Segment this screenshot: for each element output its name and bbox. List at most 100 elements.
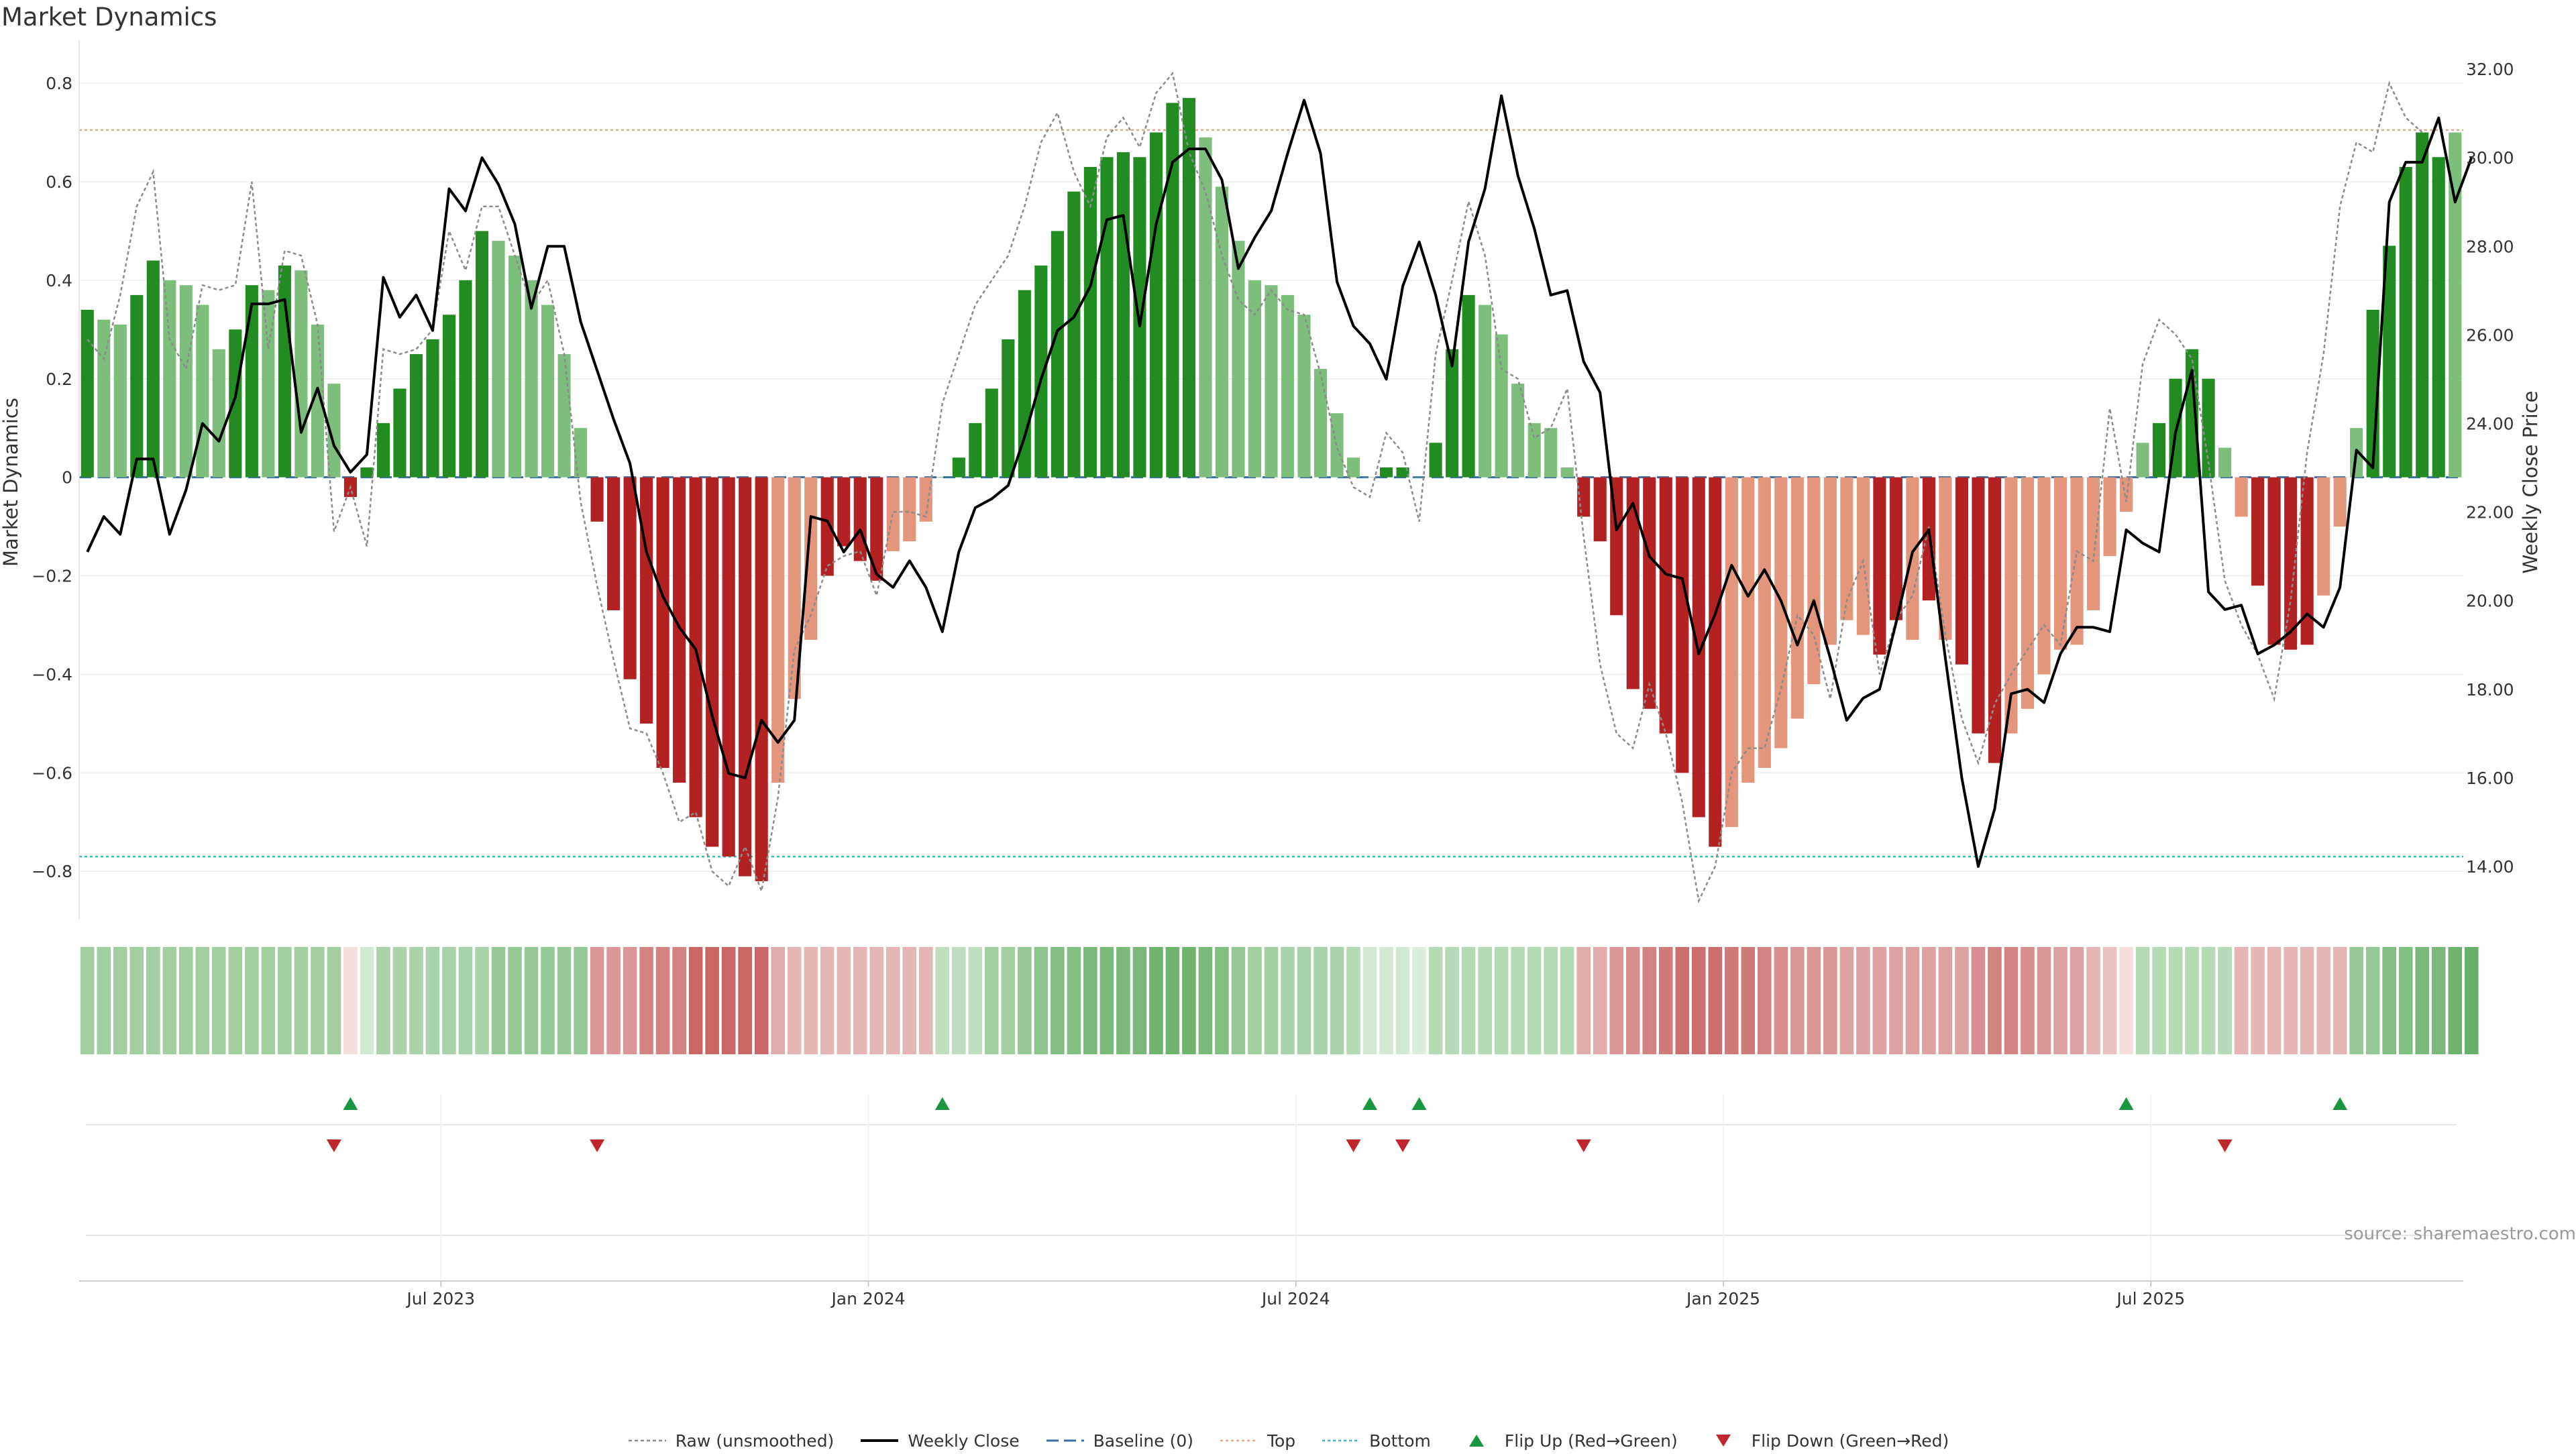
- flip-down-marker: [1346, 1139, 1361, 1152]
- heat-cell: [1281, 947, 1295, 1054]
- close-line: [86, 94, 2473, 868]
- bottom-swatch: [1322, 1439, 1360, 1442]
- heat-cell: [2152, 947, 2166, 1054]
- heat-cell: [1034, 947, 1049, 1054]
- heat-cell: [1264, 947, 1279, 1054]
- bar: [2284, 477, 2298, 650]
- heat-cell: [2251, 947, 2265, 1054]
- dynamics-bars: [80, 98, 2462, 881]
- y2-tick-label: 20.00: [2466, 592, 2514, 611]
- bar: [2070, 477, 2084, 645]
- y2-tick-label: 26.00: [2466, 325, 2514, 345]
- heat-cell: [738, 947, 752, 1054]
- heat-cell: [146, 947, 160, 1054]
- bar: [508, 256, 522, 478]
- heat-cell: [787, 947, 802, 1054]
- heat-cell: [688, 947, 703, 1054]
- y-axis-label: Market Dynamics: [0, 398, 22, 567]
- heat-cell: [1313, 947, 1328, 1054]
- bar: [2021, 477, 2035, 709]
- flip-up-marker: [2332, 1097, 2348, 1110]
- bar: [1511, 384, 1525, 478]
- bar: [1034, 265, 1048, 478]
- heat-cell: [952, 947, 966, 1054]
- heat-cell: [261, 947, 276, 1054]
- heat-cell: [228, 947, 243, 1054]
- bar: [1856, 477, 1870, 635]
- heat-cell: [2284, 947, 2298, 1054]
- heat-cell: [1856, 947, 1870, 1054]
- bar: [1100, 157, 1114, 478]
- heat-cell: [245, 947, 259, 1054]
- bar: [1199, 137, 1212, 478]
- legend-item-top: Top: [1219, 1431, 1295, 1451]
- heat-cell: [508, 947, 522, 1054]
- heat-cell: [1099, 947, 1114, 1054]
- legend-item-close: Weekly Close: [859, 1431, 1020, 1451]
- heat-cell: [1083, 947, 1097, 1054]
- heat-cell: [1971, 947, 1986, 1054]
- bar: [130, 294, 144, 478]
- bar: [1955, 477, 1968, 665]
- bar: [2202, 378, 2215, 478]
- heat-cell: [1741, 947, 1756, 1054]
- flip-down-marker: [590, 1139, 605, 1152]
- bar: [1248, 280, 1262, 478]
- heat-cell: [425, 947, 440, 1054]
- bar: [607, 477, 621, 610]
- heat-cell: [1872, 947, 1887, 1054]
- heat-cell: [2037, 947, 2051, 1054]
- bar: [2449, 132, 2462, 478]
- heat-cell: [97, 947, 111, 1054]
- bar: [1873, 477, 1886, 655]
- bar: [327, 384, 341, 478]
- bar: [1380, 467, 1393, 478]
- flip-down-marker: [1395, 1139, 1411, 1152]
- source-note: source: sharemaestro.com: [2344, 1224, 2576, 1244]
- heat-cell: [409, 947, 423, 1054]
- y2-tick-label: 14.00: [2466, 857, 2514, 877]
- heat-cell: [1198, 947, 1213, 1054]
- bar: [2251, 477, 2265, 586]
- heat-cell: [1988, 947, 2002, 1054]
- heat-cell: [162, 947, 177, 1054]
- bar: [376, 423, 390, 478]
- flip-up-swatch: [1468, 1435, 1484, 1447]
- bar: [245, 285, 258, 478]
- heat-cell: [2464, 947, 2479, 1054]
- heat-cell: [918, 947, 933, 1054]
- bar: [2103, 477, 2116, 557]
- bar: [1709, 477, 1722, 847]
- heat-cell: [212, 947, 226, 1054]
- bar: [1051, 231, 1064, 478]
- y2-tick-label: 32.00: [2466, 60, 2514, 79]
- bar: [1577, 477, 1591, 517]
- bar: [1232, 241, 1245, 478]
- heat-cell: [179, 947, 193, 1054]
- flip-up-marker: [934, 1097, 950, 1110]
- bar: [919, 477, 932, 522]
- bar: [1939, 477, 1952, 640]
- bar: [590, 477, 604, 522]
- bar: [2136, 443, 2149, 478]
- heat-cell: [129, 947, 144, 1054]
- heat-cell: [590, 947, 604, 1054]
- heat-cell: [442, 947, 456, 1054]
- heat-cell: [1116, 947, 1130, 1054]
- x-tick-label: Jul 2024: [1260, 1289, 1330, 1308]
- bar: [113, 324, 127, 478]
- bar: [2119, 477, 2133, 512]
- x-tick-label: Jul 2025: [2115, 1289, 2185, 1308]
- legend-label: Baseline (0): [1093, 1431, 1193, 1451]
- flip-down-marker: [1576, 1139, 1591, 1152]
- bar: [1479, 304, 1492, 478]
- bar: [1889, 477, 1902, 620]
- flip-up-marker: [1362, 1097, 1378, 1110]
- heat-cell: [1018, 947, 1032, 1054]
- heat-cell: [376, 947, 390, 1054]
- bar: [475, 231, 489, 478]
- heat-cell: [1691, 947, 1706, 1054]
- heat-cell: [2168, 947, 2183, 1054]
- heat-cell: [2415, 947, 2430, 1054]
- heat-cell: [311, 947, 325, 1054]
